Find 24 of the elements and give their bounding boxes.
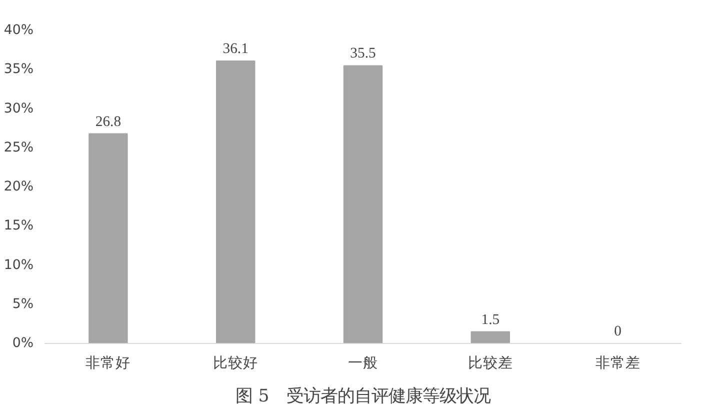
bar <box>343 65 383 344</box>
bar <box>88 133 128 344</box>
x-tick-label: 一般 <box>348 354 378 372</box>
x-tick-label: 非常好 <box>86 354 131 372</box>
y-tick-label: 40% <box>4 23 34 38</box>
y-tick-label: 25% <box>4 140 34 156</box>
data-label: 26.8 <box>95 114 122 130</box>
data-label: 0 <box>614 324 622 340</box>
y-tick-label: 15% <box>4 218 34 234</box>
y-tick-label: 0% <box>12 336 34 351</box>
y-tick-label: 10% <box>4 258 34 273</box>
data-label: 1.5 <box>481 312 500 328</box>
x-tick-label: 比较差 <box>468 354 513 372</box>
y-tick-label: 30% <box>4 101 34 116</box>
bar <box>470 331 510 344</box>
y-tick-label: 5% <box>12 296 34 312</box>
x-tick-label: 非常差 <box>595 354 640 372</box>
y-tick-label: 35% <box>4 62 34 78</box>
y-tick-label: 20% <box>4 180 34 194</box>
bar <box>216 60 256 344</box>
data-label: 35.5 <box>350 46 376 62</box>
caption: 图 5 受访者的自评健康等级状况 <box>236 386 490 406</box>
x-tick-label: 比较好 <box>213 354 258 372</box>
data-label: 36.1 <box>222 41 248 58</box>
